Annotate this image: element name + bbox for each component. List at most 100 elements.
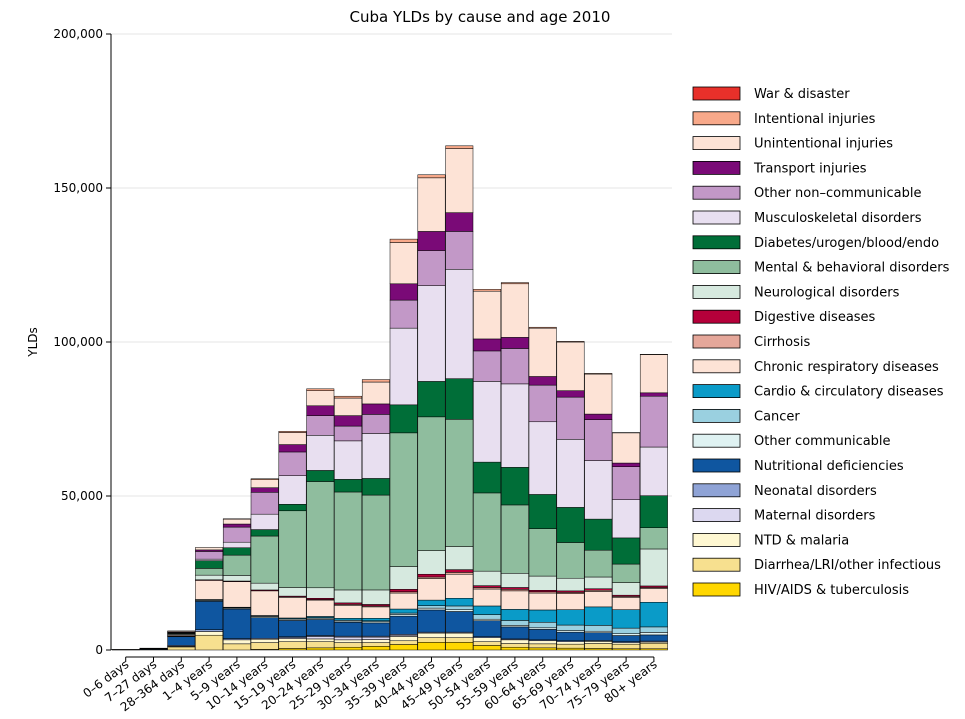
bar-segment	[612, 583, 639, 596]
bar-segment	[195, 568, 222, 575]
legend-swatch	[693, 409, 740, 422]
bar-segment	[446, 570, 473, 573]
bar-segment	[195, 601, 222, 629]
bar-segment	[334, 618, 361, 620]
bar-segment	[529, 385, 556, 422]
bar-segment	[501, 587, 528, 589]
bar-segment	[195, 547, 222, 549]
bar-segment	[473, 645, 500, 650]
bar-segment	[418, 175, 445, 178]
bar-segment	[279, 587, 306, 596]
bar-segment	[557, 507, 584, 542]
legend-label: Other communicable	[754, 434, 891, 449]
bar-segment	[279, 452, 306, 476]
bar-segment	[251, 514, 278, 529]
bar-segment	[390, 609, 417, 613]
bar-segment	[251, 583, 278, 590]
bar-segment	[612, 644, 639, 649]
bar-segment	[501, 609, 528, 620]
bar-segment	[195, 551, 222, 559]
bar-segment	[362, 643, 389, 647]
legend-swatch	[693, 335, 740, 348]
legend-swatch	[693, 236, 740, 249]
legend-swatch	[693, 310, 740, 323]
bar-segment	[195, 630, 222, 632]
bar-segment	[418, 251, 445, 286]
bar-segment	[446, 633, 473, 638]
bar-segment	[557, 648, 584, 650]
bar-segment	[362, 646, 389, 650]
bar-segment	[307, 620, 334, 636]
bar-segment	[251, 530, 278, 536]
bar-segment	[390, 300, 417, 328]
bar-segment	[251, 639, 278, 642]
y-tick-label: 0	[95, 643, 103, 657]
bar-segment	[251, 492, 278, 514]
bar-segment	[640, 627, 667, 633]
bar-segment	[612, 463, 639, 467]
bar-segment	[473, 615, 500, 620]
bar-segment	[501, 348, 528, 383]
legend-label: Intentional injuries	[754, 112, 876, 127]
bar-segment	[168, 647, 195, 650]
bar-segment	[473, 339, 500, 351]
bar-segment	[529, 641, 556, 644]
bar-segment	[529, 629, 556, 639]
legend-label: Other non–communicable	[754, 186, 921, 201]
bar-segment	[251, 643, 278, 650]
legend-swatch	[693, 484, 740, 497]
bar-segment	[585, 519, 612, 550]
bar-segment	[612, 636, 639, 642]
legend-swatch	[693, 509, 740, 522]
bar-segment	[390, 433, 417, 567]
bar-segment	[251, 480, 278, 488]
bar-segment	[446, 610, 473, 612]
bar-segment	[418, 574, 445, 577]
bar-segment	[390, 616, 417, 634]
bar-segment	[585, 414, 612, 420]
legend-label: HIV/AIDS & tuberculosis	[754, 583, 909, 598]
bar-segment	[501, 640, 528, 644]
bar-segment	[195, 575, 222, 580]
legend-swatch	[693, 211, 740, 224]
bar-segment	[640, 635, 667, 641]
bar-segment	[307, 639, 334, 642]
bar-segment	[612, 500, 639, 538]
bar-segment	[640, 588, 667, 602]
bar-segment	[251, 618, 278, 639]
bar-segment	[334, 622, 361, 636]
bar-segment	[557, 397, 584, 439]
bar-segment	[557, 625, 584, 631]
bar-segment	[557, 341, 584, 342]
bar-segment	[223, 519, 250, 524]
bar-segment	[279, 445, 306, 452]
bar-segment	[612, 467, 639, 500]
legend-label: Cancer	[754, 409, 800, 424]
bar-segment	[279, 511, 306, 588]
bar-segment	[362, 607, 389, 618]
bar-segment	[446, 642, 473, 650]
y-tick-label: 200,000	[53, 27, 103, 41]
bar-segment	[640, 355, 667, 393]
bar-segment	[446, 269, 473, 378]
bar-segment	[362, 404, 389, 414]
bar-segment	[585, 607, 612, 625]
bar-segment	[640, 549, 667, 586]
bar-segment	[223, 609, 250, 639]
bar-segment	[418, 633, 445, 638]
bar-segment	[473, 493, 500, 571]
bar-segment	[334, 643, 361, 648]
bar-segment	[390, 593, 417, 609]
bar-segment	[557, 594, 584, 610]
bar-segment	[529, 327, 556, 328]
legend-label: NTD & malaria	[754, 533, 849, 548]
chart-title: Cuba YLDs by cause and age 2010	[350, 8, 611, 26]
bar-segment	[640, 496, 667, 528]
bar-segment	[223, 640, 250, 644]
bar-segment	[473, 621, 500, 637]
legend-swatch	[693, 285, 740, 298]
bar-segment	[640, 602, 667, 627]
bar-segment	[334, 637, 361, 640]
bar-segment	[612, 628, 639, 634]
legend-swatch	[693, 186, 740, 199]
